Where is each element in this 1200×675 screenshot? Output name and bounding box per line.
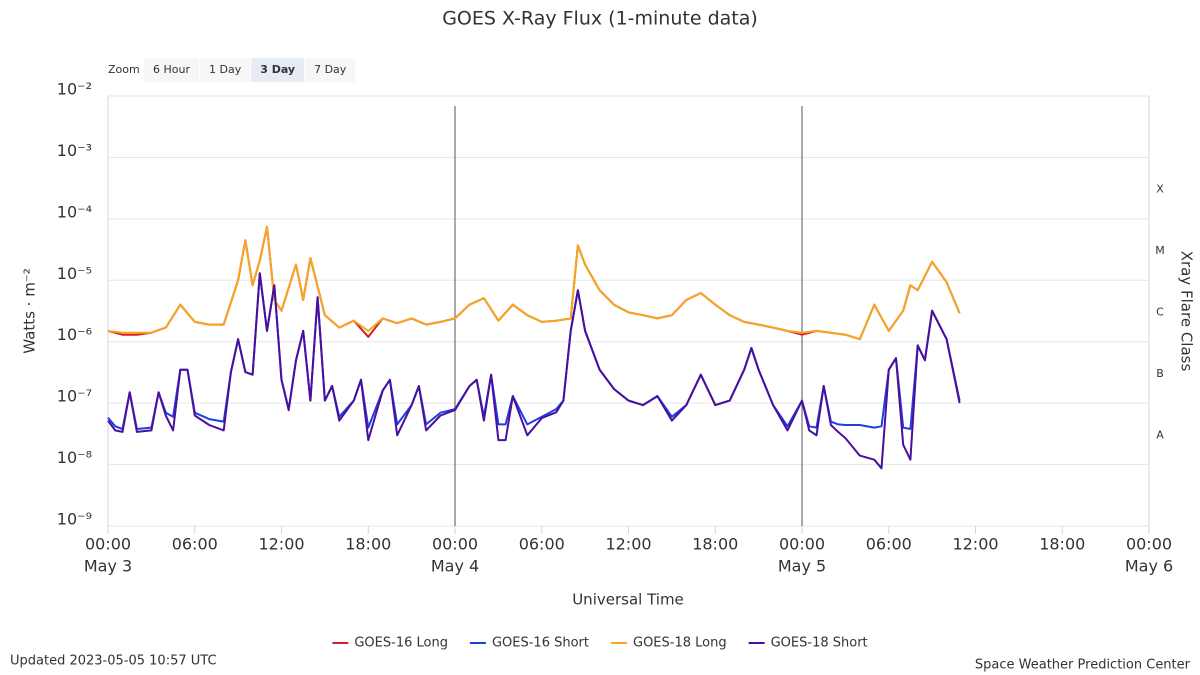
zoom-button-label[interactable]: 6 Hour <box>153 63 190 76</box>
legend-item[interactable]: GOES-18 Long <box>611 636 727 651</box>
zoom-button[interactable] <box>144 58 199 82</box>
series-line <box>107 225 961 341</box>
x-tick-label: 06:00 <box>172 535 218 554</box>
legend-label[interactable]: GOES-18 Short <box>771 636 868 651</box>
y-tick-label: 10⁻⁵ <box>57 264 92 283</box>
y-tick-label: 10⁻³ <box>57 141 92 160</box>
x-date-label: May 3 <box>84 557 132 576</box>
legend-item[interactable]: GOES-16 Short <box>469 636 589 651</box>
updated-note: Updated 2023-05-05 10:57 UTC <box>10 654 217 669</box>
x-axis-title: Universal Time <box>572 591 684 609</box>
flare-class-label: X <box>1156 183 1164 196</box>
zoom-button[interactable] <box>251 58 305 82</box>
y-tick-label: 10⁻⁹ <box>57 510 92 529</box>
zoom-button-label[interactable]: 7 Day <box>314 63 347 76</box>
zoom-button-label[interactable]: 3 Day <box>260 63 295 76</box>
flare-class-label: C <box>1156 305 1164 318</box>
y2-axis-title: Xray Flare Class <box>1178 251 1196 372</box>
x-tick-label: 12:00 <box>258 535 304 554</box>
legend-label[interactable]: GOES-18 Long <box>633 636 727 651</box>
x-tick-label: 18:00 <box>345 535 391 554</box>
x-tick-label: 06:00 <box>866 535 912 554</box>
flare-class-label: M <box>1155 244 1165 257</box>
x-tick-label: 00:00 <box>85 535 131 554</box>
x-tick-label: 18:00 <box>692 535 738 554</box>
flare-class-label: A <box>1156 428 1164 441</box>
legend-label[interactable]: GOES-16 Long <box>354 636 448 651</box>
x-date-label: May 5 <box>778 557 826 576</box>
credit: Space Weather Prediction Center <box>975 658 1191 673</box>
x-date-label: May 4 <box>431 557 479 576</box>
legend-label[interactable]: GOES-16 Short <box>492 636 589 651</box>
flare-class-label: B <box>1156 367 1164 380</box>
x-tick-label: 00:00 <box>779 535 825 554</box>
zoom-button[interactable] <box>305 58 356 82</box>
x-tick-label: 18:00 <box>1039 535 1085 554</box>
y-tick-label: 10⁻⁴ <box>57 202 92 221</box>
chart-title: GOES X-Ray Flux (1-minute data) <box>442 8 758 30</box>
series-line <box>107 272 961 470</box>
y-tick-label: 10⁻⁶ <box>57 325 92 344</box>
y-tick-label: 10⁻² <box>57 80 92 99</box>
zoom-label: Zoom <box>108 63 140 76</box>
x-tick-label: 06:00 <box>519 535 565 554</box>
x-tick-label: 00:00 <box>1126 535 1172 554</box>
y-axis-title: Watts · m⁻² <box>21 268 39 354</box>
zoom-button-label[interactable]: 1 Day <box>209 63 242 76</box>
zoom-button[interactable] <box>200 58 251 82</box>
x-date-label: May 6 <box>1125 557 1173 576</box>
x-tick-label: 00:00 <box>432 535 478 554</box>
legend-item[interactable]: GOES-18 Short <box>748 636 868 651</box>
legend-item[interactable]: GOES-16 Long <box>332 636 448 651</box>
x-tick-label: 12:00 <box>605 535 651 554</box>
y-tick-label: 10⁻⁷ <box>57 387 92 406</box>
series-line <box>107 225 961 341</box>
y-tick-label: 10⁻⁸ <box>57 448 92 467</box>
x-tick-label: 12:00 <box>952 535 998 554</box>
